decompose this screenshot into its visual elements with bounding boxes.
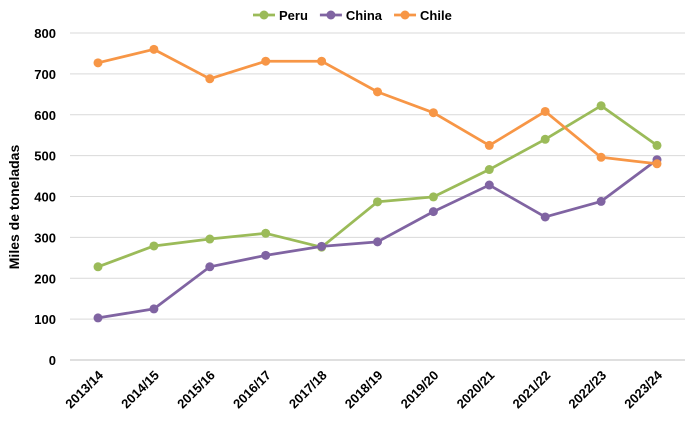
data-point-china bbox=[596, 196, 606, 206]
data-point-china bbox=[540, 212, 550, 222]
legend: Peru China Chile bbox=[253, 8, 452, 23]
data-point-chile bbox=[484, 140, 494, 150]
data-point-chile bbox=[652, 159, 662, 169]
x-tick-label: 2021/22 bbox=[509, 368, 553, 412]
data-point-chile bbox=[428, 108, 438, 118]
data-point-peru bbox=[596, 101, 606, 111]
legend-label: China bbox=[346, 8, 383, 23]
data-point-chile bbox=[93, 58, 103, 68]
data-point-peru bbox=[149, 241, 159, 251]
x-tick-label: 2022/23 bbox=[565, 368, 609, 412]
x-tick-label: 2014/15 bbox=[118, 368, 162, 412]
series-china bbox=[93, 155, 662, 323]
data-point-peru bbox=[652, 140, 662, 150]
legend-swatch-marker bbox=[326, 10, 336, 20]
x-tick-label: 2019/20 bbox=[398, 368, 442, 412]
gridlines bbox=[70, 32, 685, 320]
x-tick-label: 2015/16 bbox=[174, 368, 218, 412]
data-point-peru bbox=[484, 165, 494, 175]
data-point-china bbox=[149, 304, 159, 314]
data-point-china bbox=[484, 180, 494, 190]
series-chile bbox=[93, 44, 662, 169]
legend-item-peru: Peru bbox=[253, 8, 308, 23]
legend-label: Chile bbox=[420, 8, 452, 23]
legend-swatch-marker bbox=[400, 10, 410, 20]
data-point-chile bbox=[596, 152, 606, 162]
series-lines bbox=[93, 44, 662, 323]
data-point-china bbox=[93, 313, 103, 323]
y-tick-labels: 0 100 200 300 400 500 600 700 800 bbox=[34, 26, 56, 368]
data-point-peru bbox=[205, 234, 215, 244]
y-tick-label: 0 bbox=[49, 353, 56, 368]
legend-item-china: China bbox=[319, 8, 383, 23]
y-tick-label: 100 bbox=[34, 312, 56, 327]
y-tick-label: 200 bbox=[34, 271, 56, 286]
y-tick-label: 800 bbox=[34, 26, 56, 41]
data-point-peru bbox=[93, 262, 103, 272]
x-tick-label: 2013/14 bbox=[62, 367, 106, 411]
x-tick-label: 2023/24 bbox=[621, 367, 665, 411]
data-point-chile bbox=[373, 87, 382, 97]
data-point-peru bbox=[261, 228, 271, 238]
data-point-chile bbox=[540, 106, 550, 116]
data-point-chile bbox=[261, 56, 271, 66]
data-point-china bbox=[205, 262, 215, 272]
y-tick-label: 700 bbox=[34, 67, 56, 82]
x-tick-labels: 2013/14 2014/15 2015/16 2016/17 2017/18 2018/… bbox=[62, 367, 665, 411]
y-tick-label: 600 bbox=[34, 108, 56, 123]
data-point-peru bbox=[428, 192, 438, 202]
data-point-chile bbox=[149, 44, 159, 54]
data-point-china bbox=[261, 250, 271, 260]
y-tick-label: 400 bbox=[34, 190, 56, 205]
data-point-china bbox=[428, 207, 438, 217]
x-tick-label: 2020/21 bbox=[454, 368, 498, 412]
legend-label: Peru bbox=[279, 8, 308, 23]
y-tick-label: 300 bbox=[34, 230, 56, 245]
data-point-chile bbox=[205, 74, 215, 84]
x-tick-label: 2018/19 bbox=[342, 368, 386, 412]
data-point-peru bbox=[373, 197, 382, 207]
series-line-chile bbox=[96, 47, 659, 166]
data-point-chile bbox=[317, 56, 327, 66]
data-point-china bbox=[317, 241, 327, 251]
x-tick-label: 2016/17 bbox=[230, 368, 274, 412]
y-axis-label: Miles de toneladas bbox=[6, 145, 22, 270]
data-point-china bbox=[373, 237, 382, 247]
data-point-peru bbox=[540, 134, 550, 144]
legend-item-chile: Chile bbox=[394, 8, 452, 23]
legend-swatch-marker bbox=[259, 10, 269, 20]
x-tick-label: 2017/18 bbox=[286, 368, 330, 412]
y-tick-label: 500 bbox=[34, 149, 56, 164]
